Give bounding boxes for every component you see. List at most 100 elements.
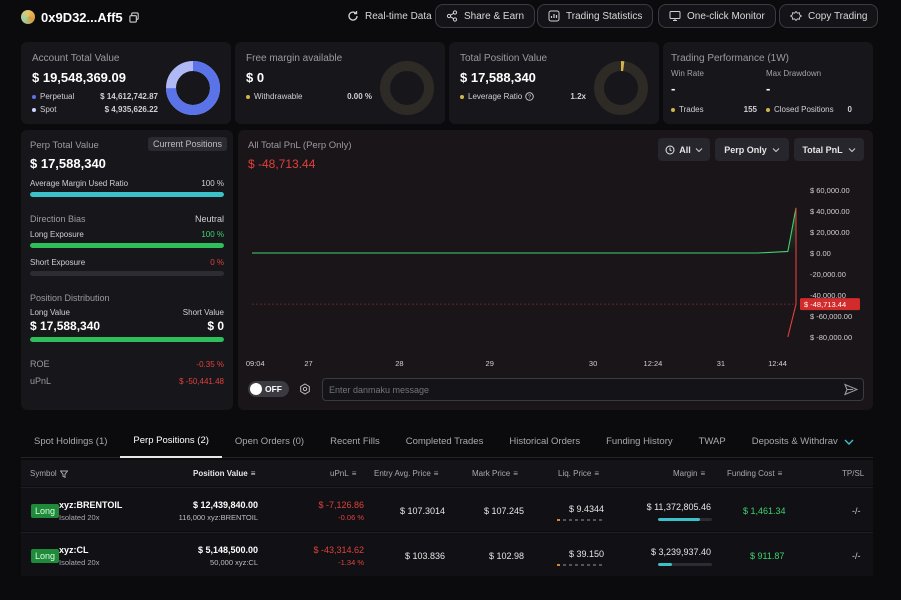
pnl-chart-panel: All Total PnL (Perp Only) $ -48,713.44 A…	[238, 130, 873, 410]
col-mark-price[interactable]: Mark Price ≡	[472, 469, 518, 478]
wallet-header: 0x9D32...Aff5	[21, 7, 140, 27]
roe-value: -0.35 %	[196, 360, 224, 369]
x-tick-label: 29	[486, 359, 494, 368]
row-margin-bar-fill	[658, 563, 672, 566]
row-liq-distance-bar	[557, 564, 603, 566]
pnl-line-chart[interactable]: $ 60,000.00 $ 40,000.00 $ 20,000.00 $ 0.00 -…	[238, 130, 873, 375]
row-margin-mode: Isolated 20x	[59, 513, 100, 522]
tab-deposits-withdrawals[interactable]: Deposits & Withdrav	[751, 436, 838, 447]
leverage-label: Leverage Ratio	[468, 92, 523, 101]
perp-total-value: $ 17,588,340	[30, 156, 106, 171]
free-margin-value: $ 0	[246, 70, 265, 85]
max-drawdown-label: Max Drawdown	[766, 69, 822, 78]
pnl-chart-value: $ -48,713.44	[248, 157, 316, 171]
upnl-value: $ -50,441.48	[179, 377, 224, 386]
tabs-more-chevron-icon[interactable]	[844, 438, 854, 446]
short-value: $ 0	[207, 319, 224, 333]
y-tick-label: $ 0.00	[810, 249, 831, 258]
metric-filter-dropdown[interactable]: Total PnL	[794, 138, 864, 161]
distribution-bar-fill	[30, 337, 224, 342]
short-exposure-bar	[30, 271, 224, 276]
short-exposure-row: Short Exposure 0 %	[30, 258, 224, 267]
x-tick-label: 12:44	[768, 359, 787, 368]
pnl-chart-title: All Total PnL (Perp Only)	[248, 140, 352, 151]
total-position-value: $ 17,588,340	[460, 70, 536, 85]
help-icon[interactable]: ?	[525, 92, 534, 101]
col-liq-price[interactable]: Liq. Price ≡	[558, 469, 599, 478]
row-margin-bar-fill	[658, 518, 701, 521]
tab-open-orders[interactable]: Open Orders (0)	[234, 436, 305, 447]
statistics-icon	[548, 10, 560, 22]
one-click-monitor-button[interactable]: One-click Monitor	[658, 4, 776, 28]
copy-trading-button[interactable]: Copy Trading	[779, 4, 879, 28]
share-earn-button[interactable]: Share & Earn	[435, 4, 536, 28]
long-value-label: Long Value	[30, 308, 70, 317]
metric-filter-label: Total PnL	[802, 144, 843, 155]
danmaku-input[interactable]	[329, 382, 829, 397]
long-exposure-label: Long Exposure	[30, 230, 84, 239]
table-row[interactable]: Long xyz:CL Isolated 20x $ 5,148,500.00 …	[21, 532, 873, 576]
closed-positions-label: Closed Positions	[774, 105, 834, 114]
row-liq-price: $ 9.4344	[568, 504, 604, 514]
tab-recent-fills[interactable]: Recent Fills	[330, 436, 380, 447]
x-tick-label: 27	[304, 359, 312, 368]
trades-row: Trades 155	[671, 105, 757, 114]
tab-spot-holdings[interactable]: Spot Holdings (1)	[34, 436, 108, 447]
perp-total-panel: Perp Total Value Current Positions $ 17,…	[21, 130, 233, 410]
realtime-data-button[interactable]: Real-time Data	[336, 4, 443, 28]
row-symbol[interactable]: xyz:CL	[59, 545, 89, 555]
row-tpsl[interactable]: -/-	[852, 551, 861, 561]
row-symbol[interactable]: xyz:BRENTOIL	[59, 500, 123, 510]
current-positions-button[interactable]: Current Positions	[147, 137, 227, 151]
copy-icon[interactable]	[129, 11, 140, 23]
row-liq-marker	[557, 519, 560, 521]
spot-dot	[32, 107, 36, 112]
col-upnl[interactable]: uPnL ≡	[330, 469, 356, 478]
col-margin[interactable]: Margin ≡	[673, 469, 705, 478]
scope-filter-label: Perp Only	[724, 144, 767, 155]
x-tick-label: 28	[395, 359, 403, 368]
tab-historical-orders[interactable]: Historical Orders	[509, 436, 581, 447]
table-row[interactable]: Long xyz:BRENTOIL Isolated 20x $ 12,439,…	[21, 487, 873, 531]
win-rate-label: Win Rate	[671, 69, 704, 78]
donut-perp-arc	[166, 61, 220, 115]
send-icon[interactable]	[844, 383, 858, 396]
tab-completed-trades[interactable]: Completed Trades	[405, 436, 484, 447]
time-filter-dropdown[interactable]: All	[658, 138, 710, 161]
tab-perp-positions[interactable]: Perp Positions (2)	[120, 426, 222, 458]
row-tpsl[interactable]: -/-	[852, 506, 861, 516]
position-distribution-label: Position Distribution	[30, 293, 110, 303]
free-margin-title: Free margin available	[246, 53, 343, 64]
row-liq-price: $ 39.150	[568, 549, 604, 559]
sort-icon: ≡	[250, 469, 256, 478]
col-funding-cost[interactable]: Funding Cost ≡	[727, 469, 782, 478]
row-mark-price: $ 102.98	[488, 551, 524, 561]
perpetual-label: Perpetual	[40, 92, 75, 101]
wallet-address: 0x9D32...Aff5	[41, 9, 123, 25]
account-total-title: Account Total Value	[32, 53, 120, 64]
filter-icon[interactable]	[59, 470, 68, 478]
withdrawable-value: 0.00 %	[347, 92, 372, 101]
long-exposure-value: 100 %	[201, 230, 224, 239]
scope-filter-dropdown[interactable]: Perp Only	[715, 138, 789, 161]
trades-dot	[671, 107, 675, 112]
total-position-title: Total Position Value	[460, 53, 548, 64]
col-symbol[interactable]: Symbol	[30, 469, 68, 478]
toggle-knob	[250, 383, 262, 395]
tab-twap[interactable]: TWAP	[698, 436, 726, 447]
realtime-data-label: Real-time Data	[365, 10, 432, 22]
perpetual-row: Perpetual $ 14,612,742.87	[32, 92, 158, 101]
side-badge: Long	[31, 504, 60, 518]
col-position-value[interactable]: Position Value ≡	[193, 469, 255, 478]
trading-statistics-button[interactable]: Trading Statistics	[537, 4, 654, 28]
settings-icon[interactable]	[299, 383, 311, 395]
withdrawable-label: Withdrawable	[254, 92, 303, 101]
tab-funding-history[interactable]: Funding History	[606, 436, 673, 447]
col-entry-price[interactable]: Entry Avg. Price ≡	[374, 469, 438, 478]
long-exposure-bar	[30, 243, 224, 248]
monitor-icon	[669, 11, 681, 21]
direction-bias-label: Direction Bias	[30, 214, 86, 224]
danmaku-toggle[interactable]: OFF	[248, 381, 289, 397]
row-funding-cost: $ 1,461.34	[743, 506, 786, 516]
row-margin-bar	[658, 563, 712, 566]
